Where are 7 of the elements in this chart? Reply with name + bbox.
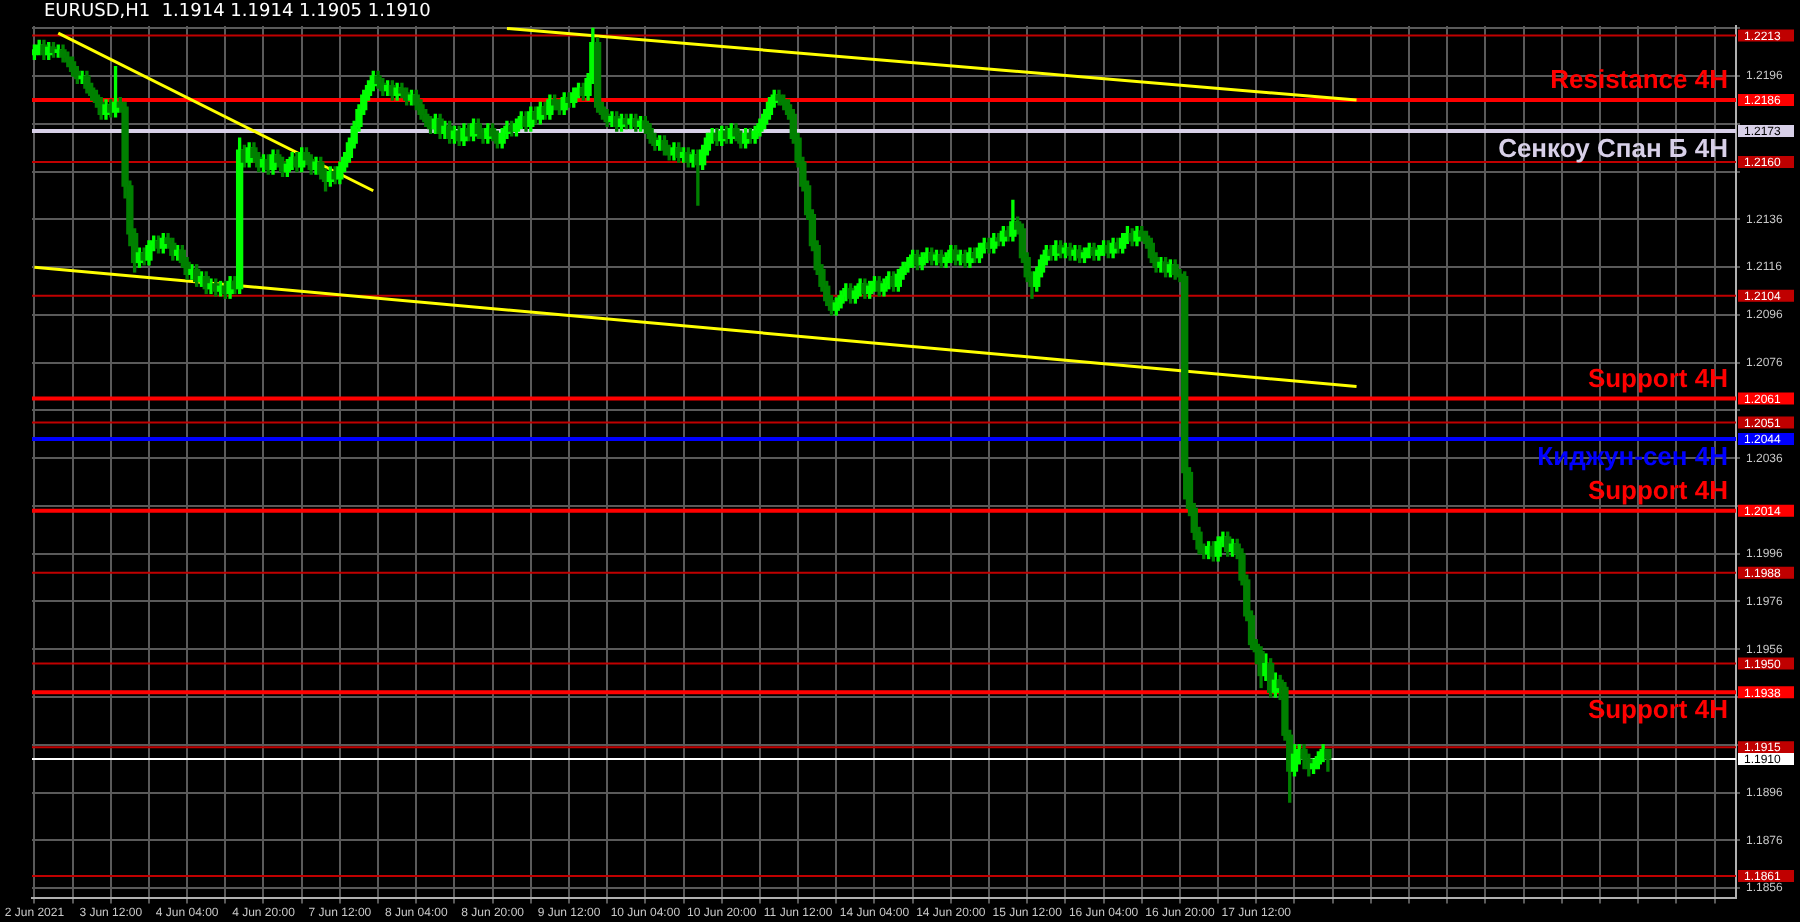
annotation: Resistance 4H	[1550, 64, 1728, 95]
chart-title: EURUSD,H1 1.1914 1.1914 1.1905 1.1910	[44, 1, 432, 22]
annotation: Киджун-сен 4H	[1537, 441, 1728, 472]
annotation: Support 4H	[1587, 474, 1728, 505]
annotation: Support 4H	[1587, 362, 1728, 393]
annotation: Support 4H	[1587, 694, 1728, 725]
annotation: Сенкоу Спан Б 4H	[1498, 133, 1728, 164]
